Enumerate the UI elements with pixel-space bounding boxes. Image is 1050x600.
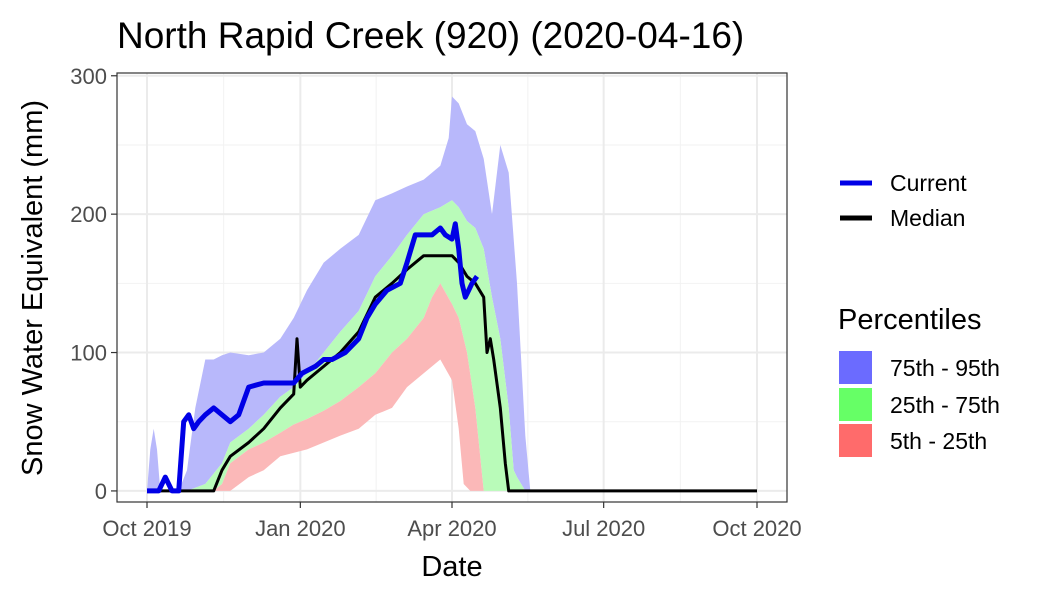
x-tick-label: Jan 2020 — [255, 516, 346, 541]
chart-title: North Rapid Creek (920) (2020-04-16) — [117, 15, 744, 56]
band-75th-95th — [147, 96, 757, 491]
x-tick-label: Oct 2019 — [102, 516, 191, 541]
legend-label-75-95: 75th - 95th — [890, 355, 1000, 381]
legend-lines: Current Median — [840, 170, 967, 231]
x-axis-title: Date — [421, 551, 482, 583]
band-5th-25th — [147, 283, 757, 491]
legend-percentiles: Percentiles 75th - 95th 25th - 75th 5th … — [838, 304, 1000, 457]
y-tick-label: 300 — [70, 64, 107, 89]
y-tick-label: 100 — [70, 341, 107, 366]
legend-label-25-75: 25th - 75th — [890, 392, 1000, 418]
legend-title-percentiles: Percentiles — [838, 304, 981, 336]
legend-label-median: Median — [890, 205, 965, 231]
legend-label-current: Current — [890, 170, 967, 196]
legend-swatch-75-95 — [839, 351, 872, 384]
x-axis: Oct 2019 Jan 2020 Apr 2020 Jul 2020 Oct 2020 — [102, 502, 802, 541]
plot-panel — [116, 72, 788, 503]
legend-swatch-25-75 — [839, 388, 872, 421]
y-tick-label: 0 — [95, 479, 107, 504]
x-tick-label: Oct 2020 — [712, 516, 801, 541]
series-line-median — [147, 254, 757, 493]
x-tick-label: Jul 2020 — [562, 516, 645, 541]
legend-swatch-5-25 — [839, 424, 872, 457]
band-25th-75th — [147, 200, 757, 491]
series-line-current — [147, 221, 480, 494]
y-tick-label: 200 — [70, 202, 107, 227]
legend: Current Median Percentiles 75th - 95th 2… — [838, 170, 1000, 457]
series-lines — [147, 221, 757, 494]
percentile-bands — [147, 96, 757, 491]
y-axis: 0 100 200 300 — [70, 64, 117, 504]
legend-label-5-25: 5th - 25th — [890, 428, 987, 454]
y-axis-title: Snow Water Equivalent (mm) — [17, 100, 49, 476]
x-tick-label: Apr 2020 — [407, 516, 496, 541]
